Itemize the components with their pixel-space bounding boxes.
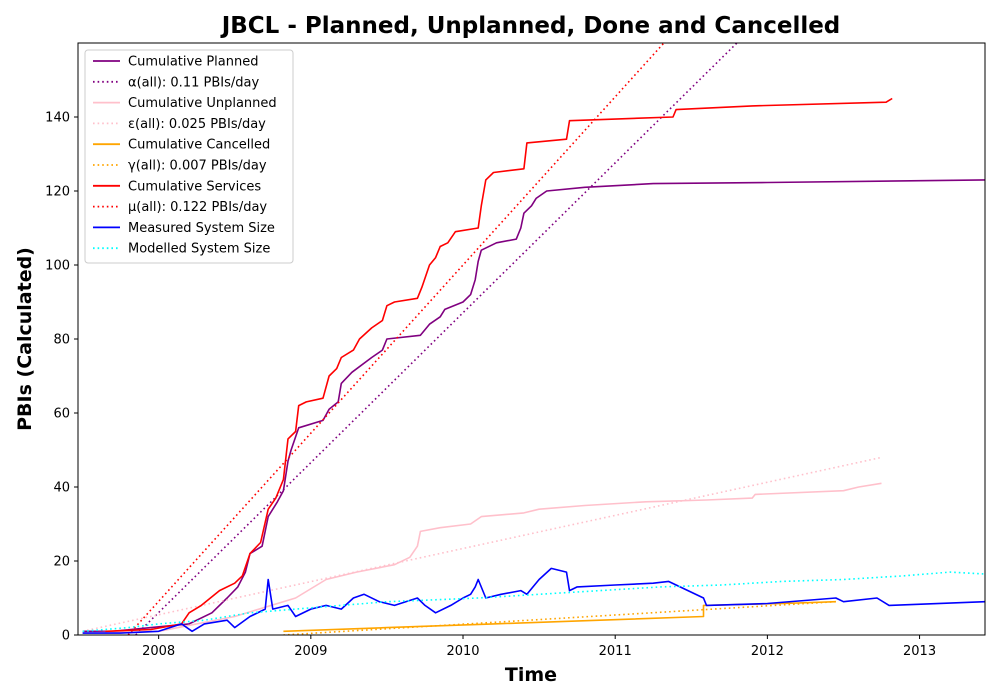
y-tick-label: 0	[62, 629, 70, 644]
x-tick-label: 2012	[751, 644, 784, 659]
x-tick-label: 2013	[903, 644, 936, 659]
legend-entry-label: μ(all): 0.122 PBIs/day	[128, 200, 267, 215]
y-axis-label: PBIs (Calculated)	[14, 247, 36, 431]
chart-title: JBCL - Planned, Unplanned, Done and Canc…	[220, 13, 841, 39]
legend-box	[84, 49, 294, 264]
x-tick-label: 2010	[446, 644, 479, 659]
legend: Cumulative Planned α(all): 0.11 PBIs/day C…	[84, 49, 294, 264]
legend-entry-label: Measured System Size	[128, 221, 275, 236]
legend-entry-label: α(all): 0.11 PBIs/day	[128, 75, 259, 90]
y-tick-label: 40	[53, 481, 70, 496]
series-line-all-0-007-pbis-day	[283, 600, 836, 635]
x-tick-label: 2009	[294, 644, 327, 659]
series-line-all-0-025-pbis-day	[82, 456, 882, 633]
legend-entry-label: Cumulative Planned	[128, 55, 258, 70]
x-axis-label: Time	[505, 664, 557, 686]
axis-ticks: 2008 2009 2010 2011 2012 2013 0 20 40 60 80 100 120 1…	[45, 111, 936, 660]
y-tick-label: 20	[53, 555, 70, 570]
plot-area	[82, 43, 985, 635]
legend-entry-label: Cumulative Services	[128, 179, 261, 194]
y-tick-label: 100	[45, 259, 70, 274]
legend-entry-label: ε(all): 0.025 PBIs/day	[128, 117, 266, 132]
y-tick-label: 140	[45, 111, 70, 126]
legend-entry-label: γ(all): 0.007 PBIs/day	[128, 159, 267, 174]
series-line-cumulative-unplanned	[82, 482, 882, 634]
y-tick-label: 120	[45, 185, 70, 200]
series-line-cumulative-planned	[82, 179, 985, 633]
series-line-cumulative-services	[105, 97, 893, 633]
y-tick-label: 60	[53, 407, 70, 422]
series-line-measured-system-size	[82, 567, 985, 634]
x-tick-label: 2011	[599, 644, 632, 659]
x-tick-label: 2008	[142, 644, 175, 659]
plot-frame	[77, 42, 986, 636]
legend-entry-label: Cumulative Cancelled	[128, 138, 270, 153]
legend-entry-label: Cumulative Unplanned	[128, 96, 277, 111]
legend-entry-label: Modelled System Size	[128, 242, 270, 257]
y-tick-label: 80	[53, 333, 70, 348]
